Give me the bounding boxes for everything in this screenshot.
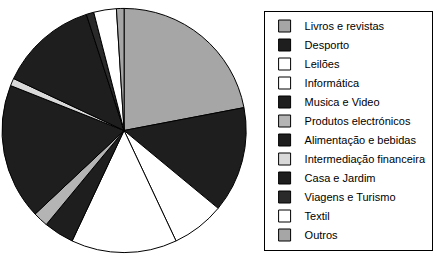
svg-text:Casa e Jardim: Casa e Jardim [305,172,376,184]
svg-text:Leilões: Leilões [305,58,340,70]
svg-text:Outros: Outros [305,229,339,241]
svg-text:Produtos electrónicos: Produtos electrónicos [305,115,411,127]
svg-text:Musica e Video: Musica e Video [305,96,380,108]
svg-text:Textil: Textil [305,210,330,222]
svg-text:Livros e revistas: Livros e revistas [305,20,385,32]
svg-text:Alimentação e bebidas: Alimentação e bebidas [305,134,417,146]
svg-text:Viagens e Turismo: Viagens e Turismo [305,191,396,203]
svg-text:Intermediação financeira: Intermediação financeira [305,153,426,165]
svg-text:Informática: Informática [305,77,360,89]
svg-text:Desporto: Desporto [305,39,350,51]
